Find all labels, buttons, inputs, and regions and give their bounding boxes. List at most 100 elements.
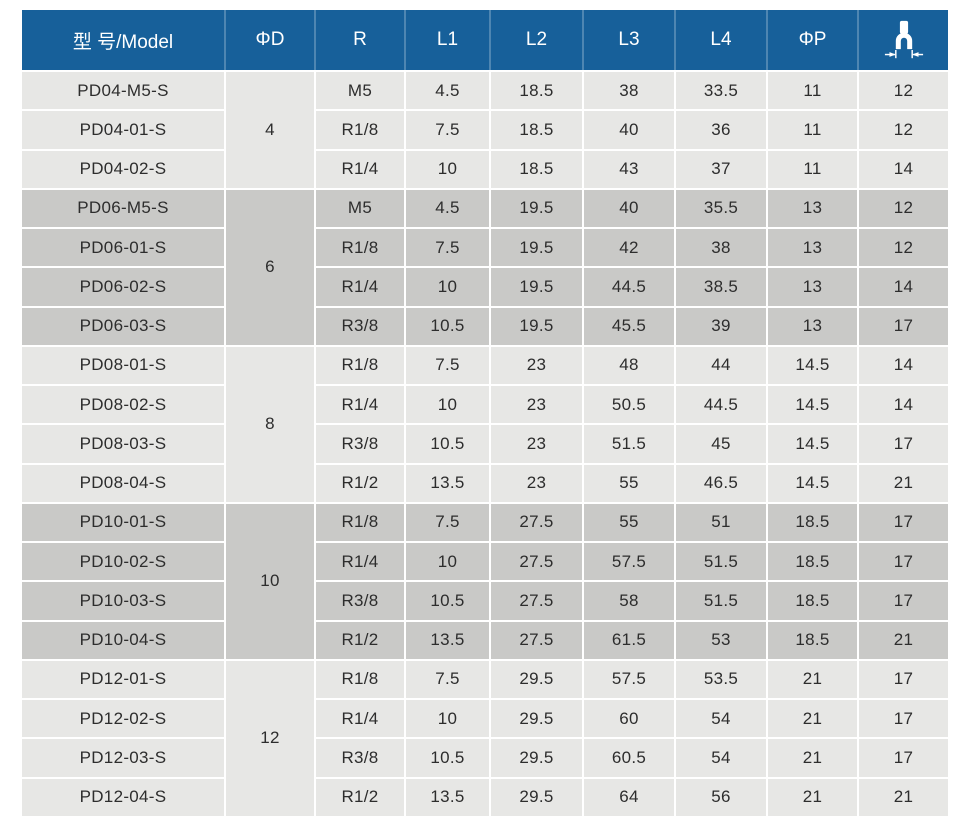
phi-d-merged-cell: 10: [225, 502, 316, 661]
wrench-size-cell: 17: [858, 502, 948, 544]
table-row: PD08-04-S R1/2 13.5 23 55 46.5 14.5 21: [22, 463, 948, 504]
r-cell: R1/4: [315, 542, 406, 583]
l4-cell: 45: [675, 424, 768, 465]
l3-cell: 40: [583, 110, 676, 151]
l4-cell: 38: [675, 228, 768, 269]
model-cell: PD10-03-S: [22, 581, 226, 622]
wrench-size-cell: 14: [858, 345, 948, 387]
wrench-size-cell: 12: [858, 71, 948, 112]
l3-cell: 57.5: [583, 542, 676, 583]
table-row: PD06-M5-S 6 M5 4.5 19.5 40 35.5 13 12: [22, 188, 948, 347]
l3-cell: 58: [583, 581, 676, 622]
model-cell: PD08-02-S: [22, 385, 226, 426]
model-cell: PD10-02-S: [22, 542, 226, 583]
l1-cell: 10: [405, 149, 491, 190]
l3-cell: 61.5: [583, 620, 676, 661]
r-cell: R3/8: [315, 306, 406, 347]
phi-p-cell: 11: [767, 149, 859, 190]
wrench-size-cell: 17: [858, 581, 948, 622]
l3-cell: 55: [583, 502, 676, 544]
model-cell: PD08-03-S: [22, 424, 226, 465]
model-cell: PD10-01-S: [22, 502, 226, 544]
r-cell: M5: [315, 71, 406, 112]
l1-cell: 10: [405, 267, 491, 308]
l1-cell: 10: [405, 542, 491, 583]
wrench-width-icon: [859, 10, 948, 70]
l2-cell: 19.5: [490, 306, 584, 347]
l2-cell: 19.5: [490, 267, 584, 308]
model-cell: PD06-03-S: [22, 306, 226, 347]
table-row: PD06-02-S R1/4 10 19.5 44.5 38.5 13 14: [22, 267, 948, 308]
l2-cell: 23: [490, 463, 584, 504]
l4-cell: 54: [675, 699, 768, 740]
model-cell: PD12-02-S: [22, 699, 226, 740]
column-header-r: R: [315, 10, 406, 72]
l1-cell: 10.5: [405, 424, 491, 465]
l4-cell: 36: [675, 110, 768, 151]
phi-p-cell: 18.5: [767, 542, 859, 583]
l1-cell: 10.5: [405, 738, 491, 779]
l3-cell: 55: [583, 463, 676, 504]
column-header-phi-d: ΦD: [225, 10, 316, 72]
l4-cell: 51: [675, 502, 768, 544]
phi-p-cell: 21: [767, 738, 859, 779]
l2-cell: 27.5: [490, 581, 584, 622]
wrench-size-cell: 21: [858, 463, 948, 504]
model-cell: PD12-04-S: [22, 777, 226, 818]
phi-p-cell: 21: [767, 777, 859, 818]
l2-cell: 23: [490, 345, 584, 387]
l2-cell: 27.5: [490, 502, 584, 544]
table-row: PD08-02-S R1/4 10 23 50.5 44.5 14.5 14: [22, 385, 948, 426]
l2-cell: 29.5: [490, 777, 584, 818]
wrench-size-cell: 12: [858, 228, 948, 269]
table-row: PD04-01-S R1/8 7.5 18.5 40 36 11 12: [22, 110, 948, 151]
l2-cell: 23: [490, 424, 584, 465]
l3-cell: 57.5: [583, 659, 676, 701]
phi-p-cell: 13: [767, 228, 859, 269]
r-cell: R1/8: [315, 228, 406, 269]
model-cell: PD12-03-S: [22, 738, 226, 779]
l2-cell: 18.5: [490, 71, 584, 112]
phi-d-merged-cell: 12: [225, 659, 316, 819]
spec-table-body: PD04-M5-S 4 M5 4.5 18.5 38 33.5 11 12 PD04-01-S R1…: [22, 71, 948, 819]
table-row: PD08-03-S R3/8 10.5 23 51.5 45 14.5 17: [22, 424, 948, 465]
table-row: PD12-04-S R1/2 13.5 29.5 64 56 21 21: [22, 777, 948, 818]
r-cell: R1/2: [315, 777, 406, 818]
l3-cell: 60.5: [583, 738, 676, 779]
l2-cell: 27.5: [490, 542, 584, 583]
model-cell: PD06-M5-S: [22, 188, 226, 230]
column-header-wrench-size: [858, 10, 948, 72]
table-row: PD10-01-S 10 R1/8 7.5 27.5 55 51 18.5 17: [22, 502, 948, 661]
table-row: PD06-01-S R1/8 7.5 19.5 42 38 13 12: [22, 228, 948, 269]
wrench-size-cell: 17: [858, 659, 948, 701]
r-cell: R3/8: [315, 581, 406, 622]
l4-cell: 37: [675, 149, 768, 190]
model-cell: PD06-01-S: [22, 228, 226, 269]
column-header-l1: L1: [405, 10, 491, 72]
table-row: PD06-03-S R3/8 10.5 19.5 45.5 39 13 17: [22, 306, 948, 347]
l3-cell: 45.5: [583, 306, 676, 347]
phi-p-cell: 11: [767, 71, 859, 112]
l3-cell: 42: [583, 228, 676, 269]
l4-cell: 54: [675, 738, 768, 779]
table-row: PD10-02-S R1/4 10 27.5 57.5 51.5 18.5 17: [22, 542, 948, 583]
l4-cell: 44: [675, 345, 768, 387]
wrench-size-cell: 17: [858, 542, 948, 583]
r-cell: R3/8: [315, 738, 406, 779]
r-cell: R3/8: [315, 424, 406, 465]
l2-cell: 29.5: [490, 659, 584, 701]
l1-cell: 13.5: [405, 463, 491, 504]
l2-cell: 18.5: [490, 149, 584, 190]
l3-cell: 64: [583, 777, 676, 818]
l4-cell: 53: [675, 620, 768, 661]
model-cell: PD06-02-S: [22, 267, 226, 308]
column-header-model: 型 号/Model: [22, 10, 226, 72]
r-cell: R1/4: [315, 385, 406, 426]
r-cell: R1/8: [315, 110, 406, 151]
column-header-l2: L2: [490, 10, 584, 72]
l1-cell: 7.5: [405, 659, 491, 701]
l1-cell: 4.5: [405, 188, 491, 230]
model-cell: PD10-04-S: [22, 620, 226, 661]
wrench-size-cell: 17: [858, 424, 948, 465]
wrench-size-cell: 14: [858, 149, 948, 190]
